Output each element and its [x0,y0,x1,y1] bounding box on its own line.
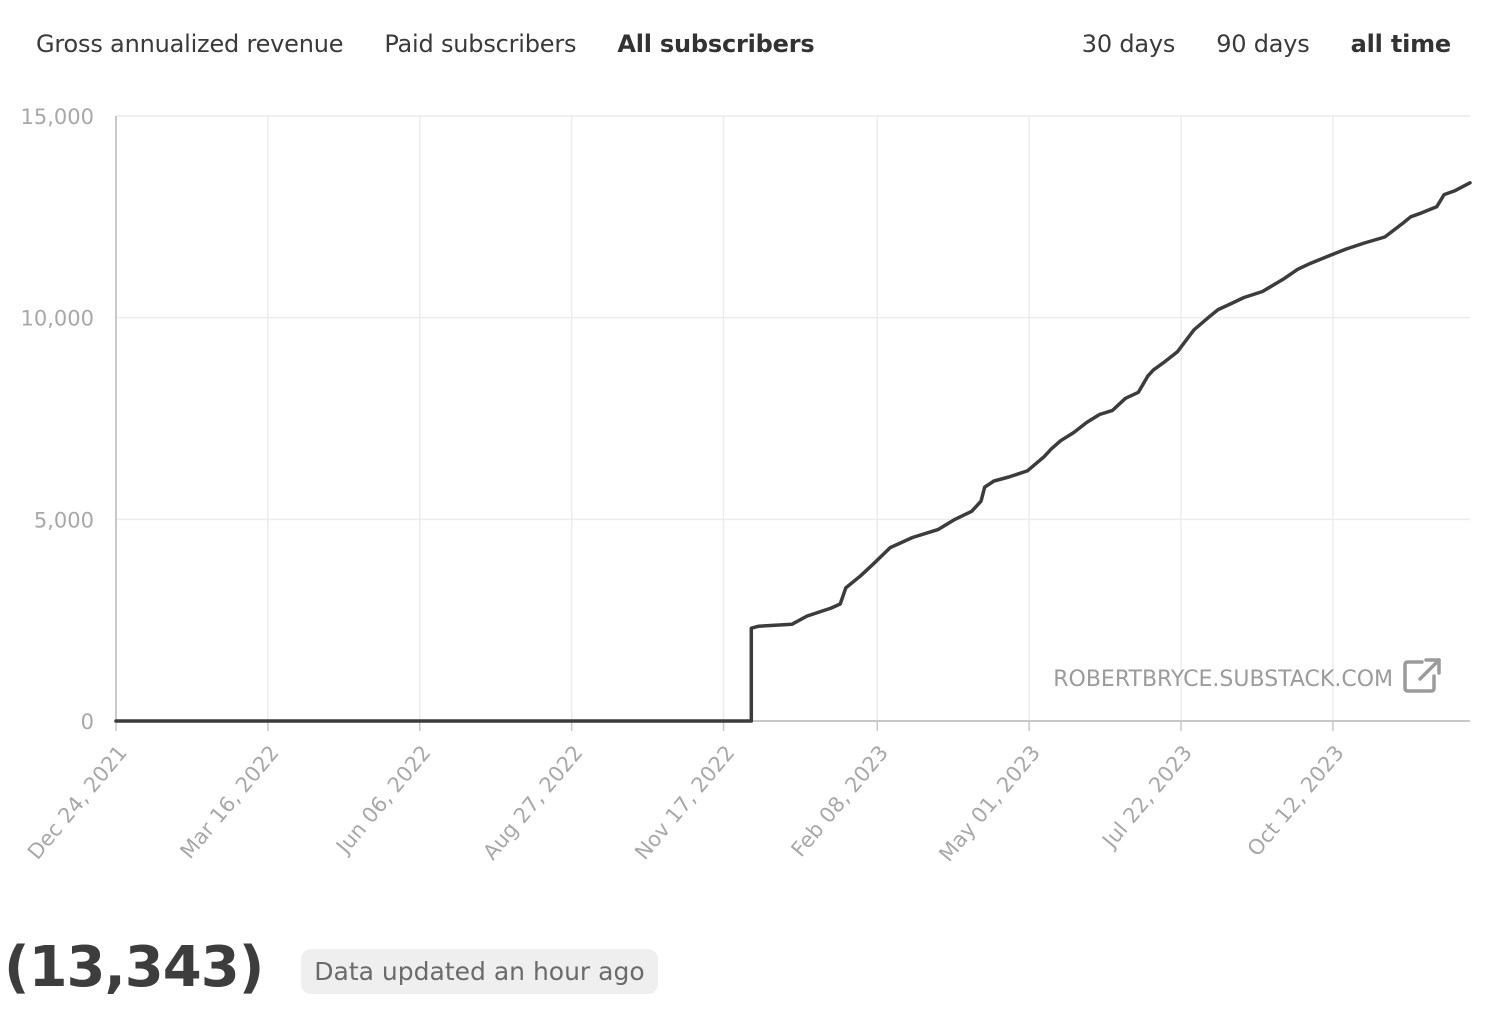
series-layer [114,181,1472,723]
grid [116,115,1470,721]
range-30-days[interactable]: 30 days [1081,30,1176,58]
data-updated-badge: Data updated an hour ago [301,949,658,994]
y-tick-label: 5,000 [34,508,94,532]
watermark[interactable]: ROBERTBRYCE.SUBSTACK.COM [1053,658,1441,693]
series-line-all-subscribers [114,181,1472,723]
subscribers-chart: 0 5,000 10,000 15,000 Dec 24, 2021 Mar 16, 20… [21,105,1472,866]
x-tick-label: Feb 08, 2023 [786,741,893,862]
y-tick-label: 10,000 [21,307,94,331]
x-tick-label: Aug 27, 2022 [478,741,587,865]
x-tick-label: Nov 17, 2022 [630,741,739,865]
watermark-text: ROBERTBRYCE.SUBSTACK.COM [1053,667,1393,692]
x-tick-label: Mar 16, 2022 [175,741,283,864]
x-tick-label: Oct 12, 2023 [1243,741,1349,861]
range-all-time[interactable]: all time [1350,30,1452,58]
range-90-days[interactable]: 90 days [1216,30,1310,58]
footer: (13,343) Data updated an hour ago [4,935,658,1000]
tick-labels: 0 5,000 10,000 15,000 Dec 24, 2021 Mar 16, 20… [21,105,1349,866]
tab-all-subscribers[interactable]: All subscribers [617,30,815,58]
y-tick-label: 0 [81,710,94,734]
x-tick-label: Jun 06, 2022 [330,741,435,860]
x-tick-label: May 01, 2023 [934,741,1045,866]
tab-paid-subscribers[interactable]: Paid subscribers [384,30,577,58]
axes [115,116,1470,731]
external-link-icon[interactable] [1403,658,1441,693]
range-tabs: 30 days 90 days all time [1041,30,1451,58]
y-tick-label: 15,000 [21,105,94,129]
subscriber-total: (13,343) [4,935,264,1000]
x-tick-label: Dec 24, 2021 [23,741,132,864]
x-tick-label: Jul 22, 2023 [1097,741,1197,854]
metric-tabs: Gross annualized revenue Paid subscriber… [36,30,855,58]
tab-gross-annualized-revenue[interactable]: Gross annualized revenue [36,30,344,58]
